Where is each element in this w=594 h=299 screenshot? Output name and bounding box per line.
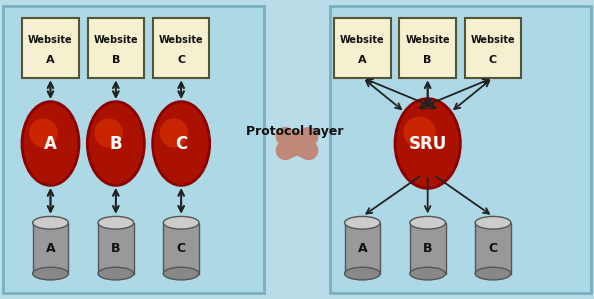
Bar (33, 223, 68, 274)
Text: Website: Website (28, 35, 73, 45)
Text: B: B (424, 55, 432, 65)
Text: Website: Website (93, 35, 138, 45)
Bar (163, 223, 199, 274)
Ellipse shape (33, 267, 68, 280)
FancyBboxPatch shape (330, 6, 591, 293)
Ellipse shape (403, 117, 436, 148)
Text: Website: Website (340, 35, 385, 45)
Text: A: A (358, 55, 366, 65)
FancyBboxPatch shape (153, 18, 210, 78)
Ellipse shape (345, 267, 380, 280)
Text: A: A (358, 242, 367, 255)
FancyBboxPatch shape (3, 6, 264, 293)
Text: C: C (488, 242, 498, 255)
FancyBboxPatch shape (334, 18, 391, 78)
Ellipse shape (22, 102, 79, 185)
Ellipse shape (410, 216, 446, 229)
Bar (410, 223, 446, 274)
Ellipse shape (345, 216, 380, 229)
FancyBboxPatch shape (465, 18, 522, 78)
Text: C: C (175, 135, 187, 152)
FancyBboxPatch shape (23, 18, 78, 78)
Text: B: B (111, 242, 121, 255)
Bar (98, 223, 134, 274)
Text: C: C (177, 55, 185, 65)
Bar (345, 223, 380, 274)
Ellipse shape (163, 216, 199, 229)
Ellipse shape (475, 216, 511, 229)
Text: Protocol layer: Protocol layer (247, 125, 344, 138)
Ellipse shape (33, 216, 68, 229)
Text: B: B (112, 55, 120, 65)
Text: C: C (176, 242, 186, 255)
Ellipse shape (98, 267, 134, 280)
Text: B: B (423, 242, 432, 255)
Text: A: A (46, 242, 55, 255)
Text: C: C (489, 55, 497, 65)
Ellipse shape (87, 102, 144, 185)
Ellipse shape (153, 102, 210, 185)
FancyBboxPatch shape (88, 18, 144, 78)
Text: B: B (109, 135, 122, 152)
Text: A: A (46, 55, 55, 65)
Ellipse shape (160, 118, 188, 148)
Ellipse shape (475, 267, 511, 280)
Ellipse shape (395, 99, 460, 188)
Ellipse shape (98, 216, 134, 229)
Ellipse shape (29, 118, 58, 148)
Text: A: A (44, 135, 57, 152)
Text: SRU: SRU (409, 135, 447, 152)
Text: Website: Website (405, 35, 450, 45)
Ellipse shape (94, 118, 123, 148)
Text: Website: Website (159, 35, 204, 45)
Bar (475, 223, 511, 274)
Text: Website: Website (470, 35, 516, 45)
Ellipse shape (410, 267, 446, 280)
FancyBboxPatch shape (399, 18, 456, 78)
Ellipse shape (163, 267, 199, 280)
